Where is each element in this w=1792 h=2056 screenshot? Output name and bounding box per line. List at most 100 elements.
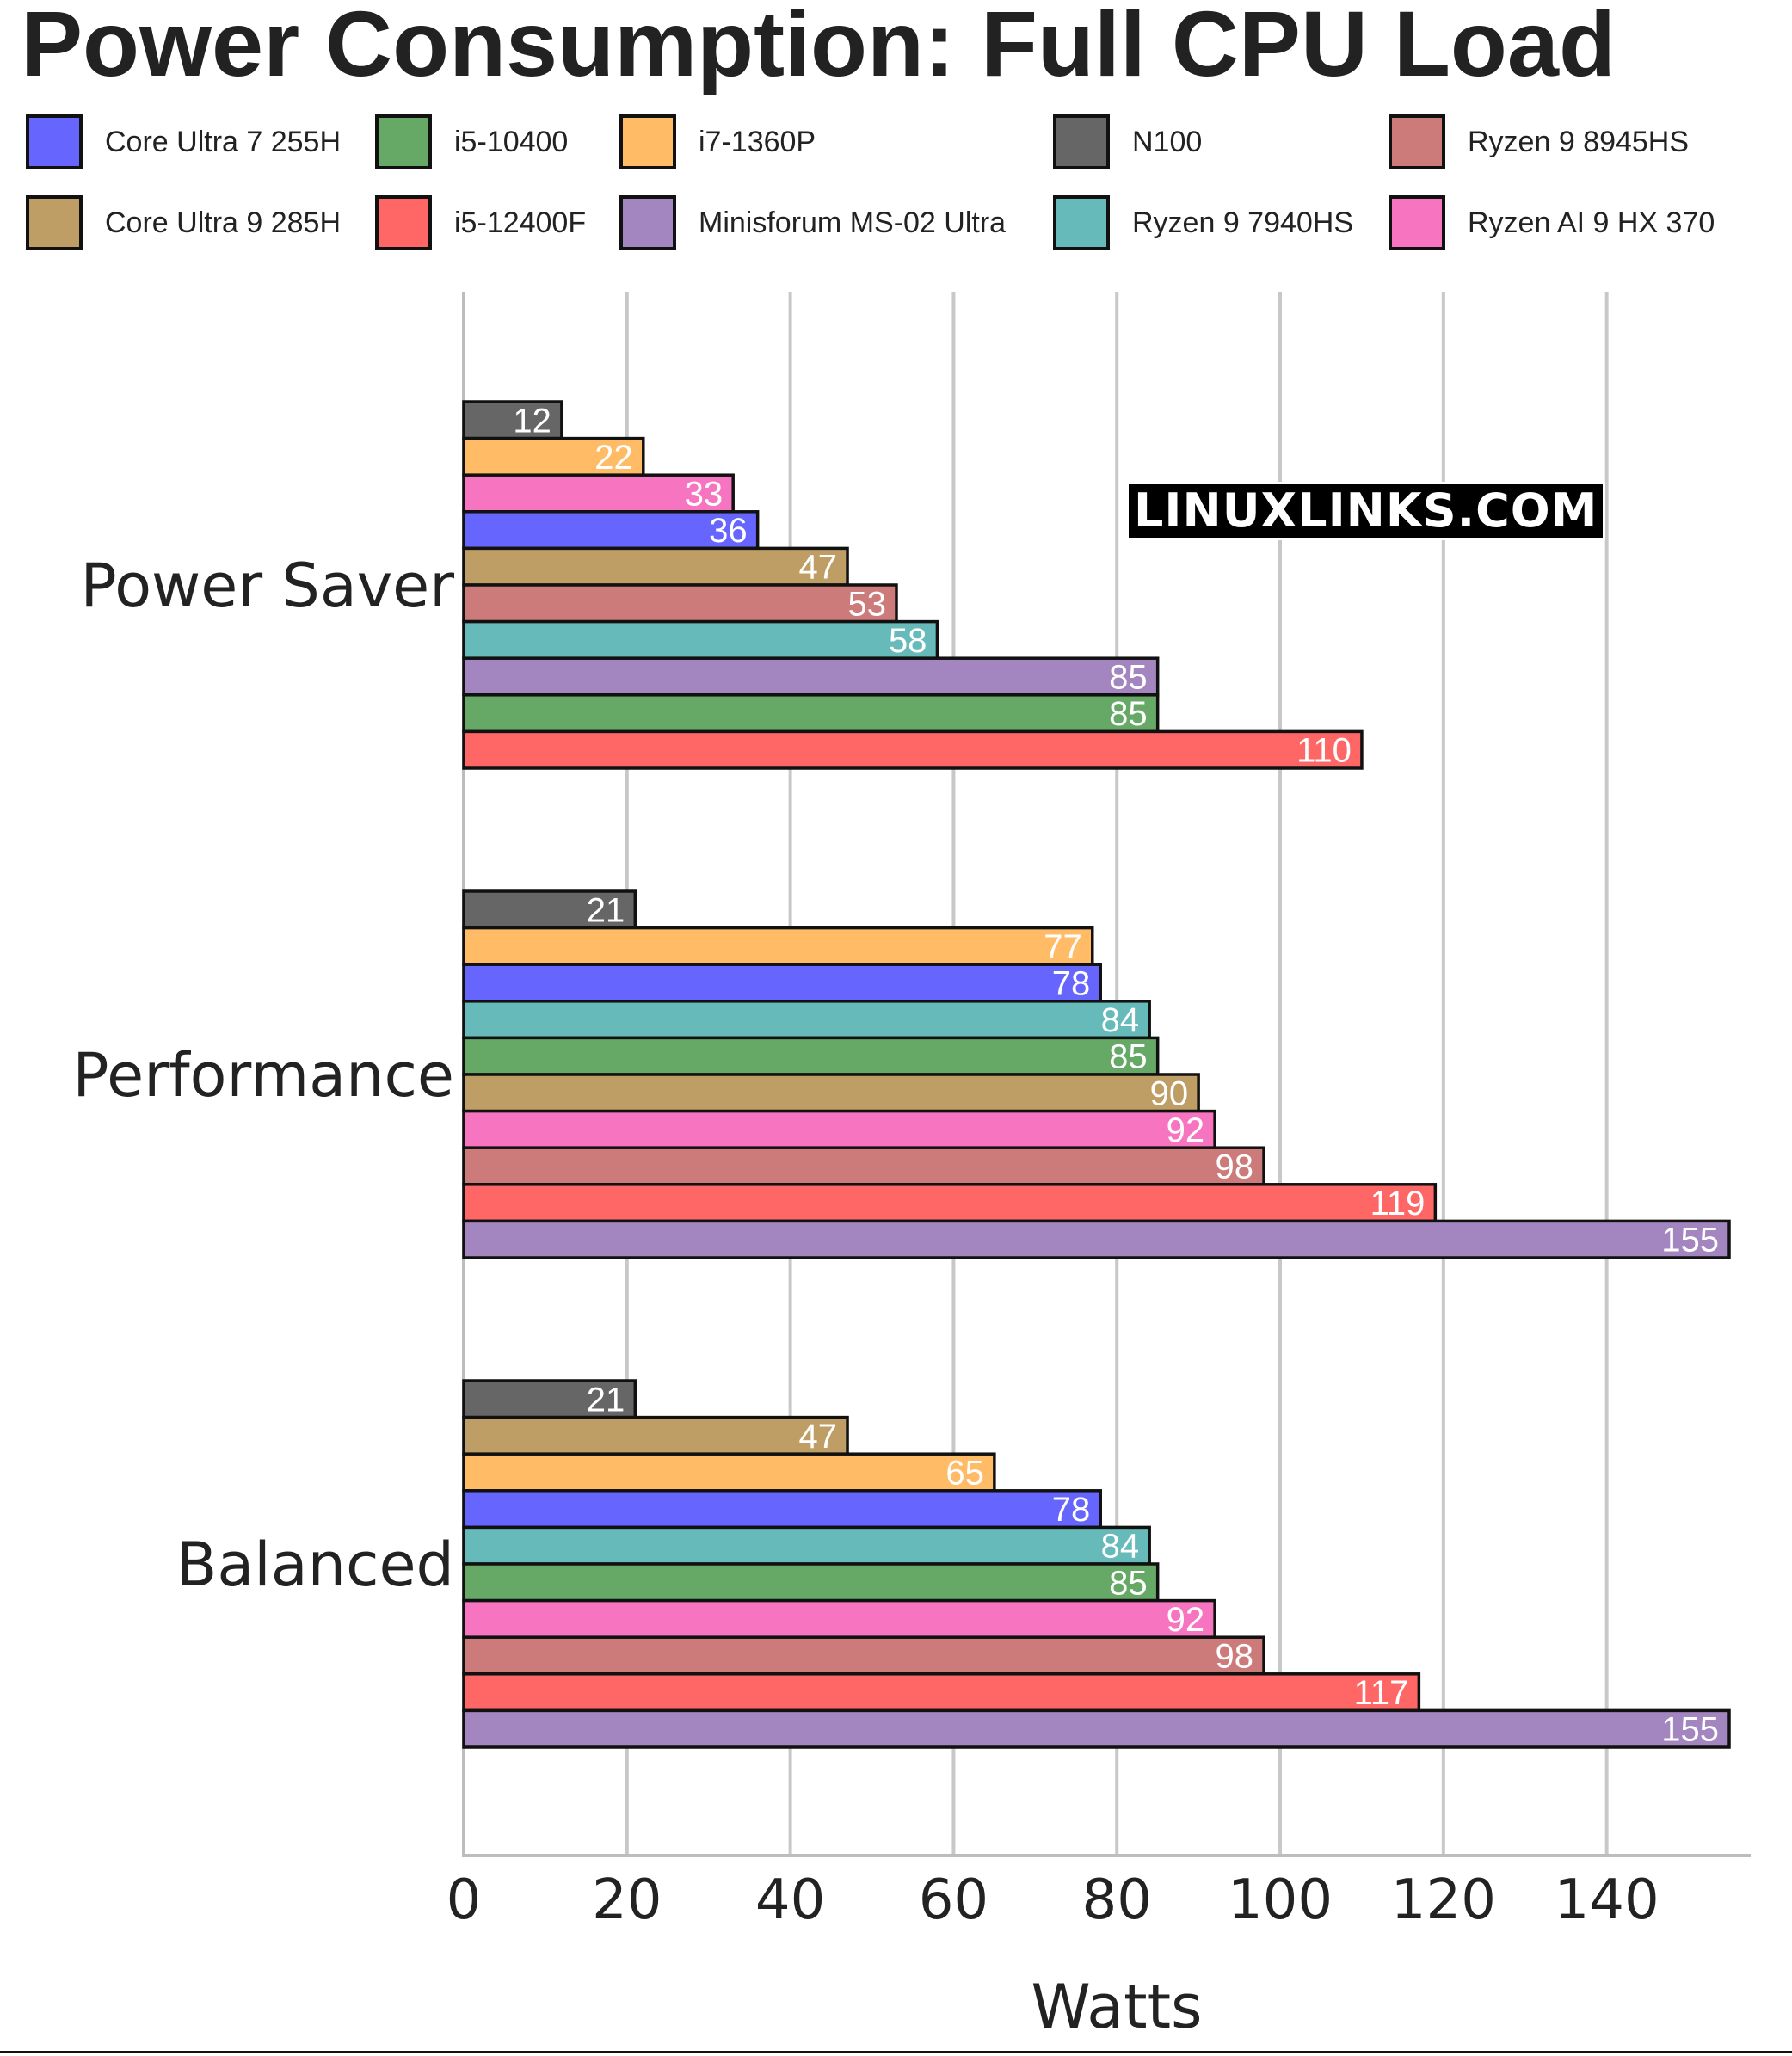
bar-value-label: 110	[1296, 732, 1352, 770]
x-tick-label: 100	[1228, 1868, 1333, 1932]
category-label-balanced: Balanced	[176, 1530, 454, 1600]
bar-balanced-ryzen-9-8945hs	[462, 1635, 1265, 1676]
bar-value-label: 85	[1109, 1038, 1148, 1076]
x-tick-label: 0	[446, 1868, 482, 1932]
bar-power-saver-i5-10400	[462, 693, 1160, 734]
bar-power-saver-i5-12400f	[462, 729, 1364, 770]
bar-value-label: 98	[1216, 1148, 1254, 1186]
bar-power-saver-ryzen-9-7940hs	[462, 619, 939, 660]
legend-item-ryzen-ai-9-hx-370: Ryzen AI 9 HX 370	[1389, 194, 1715, 251]
legend-swatch	[1053, 195, 1110, 250]
bar-balanced-ryzen-9-7940hs	[462, 1525, 1151, 1566]
watermark: LINUXLINKS.COM	[1126, 482, 1606, 540]
legend-label: Core Ultra 9 285H	[105, 206, 342, 239]
bar-power-saver-n100	[462, 400, 563, 440]
bar-value-label: 22	[594, 439, 633, 477]
x-tick-label: 140	[1555, 1868, 1660, 1932]
legend-swatch	[1389, 195, 1445, 250]
bar-value-label: 21	[587, 891, 625, 929]
bar-performance-i7-1360p	[462, 926, 1094, 966]
bar-performance-ryzen-9-8945hs	[462, 1146, 1265, 1186]
legend-swatch	[619, 114, 676, 169]
bar-value-label: 117	[1354, 1674, 1409, 1712]
legend-swatch	[26, 195, 83, 250]
legend-item-i5-12400f: i5-12400F	[375, 194, 586, 251]
bar-value-label: 33	[685, 476, 724, 514]
legend-label: Ryzen 9 8945HS	[1468, 125, 1690, 158]
bar-balanced-core-ultra-9-285h	[462, 1415, 849, 1456]
legend-item-ryzen-9-7940hs: Ryzen 9 7940HS	[1053, 194, 1353, 251]
legend-label: i7-1360P	[699, 125, 816, 158]
bar-balanced-i7-1360p	[462, 1452, 996, 1493]
legend-label: Core Ultra 7 255H	[105, 125, 342, 158]
bar-balanced-i5-12400f	[462, 1672, 1421, 1713]
bar-value-label: 90	[1150, 1074, 1189, 1112]
bar-value-label: 92	[1167, 1111, 1205, 1149]
legend-swatch	[619, 195, 676, 250]
bar-performance-ryzen-9-7940hs	[462, 1000, 1151, 1040]
bar-power-saver-core-ultra-7-255h	[462, 510, 760, 551]
bar-value-label: 47	[799, 1418, 838, 1456]
bar-value-label: 47	[799, 549, 838, 587]
bar-power-saver-core-ultra-9-285h	[462, 546, 849, 587]
bar-power-saver-ryzen-9-8945hs	[462, 583, 898, 624]
bar-value-label: 12	[513, 402, 551, 440]
bar-performance-i5-10400	[462, 1036, 1160, 1076]
bar-performance-i5-12400f	[462, 1183, 1438, 1223]
bar-value-label: 85	[1109, 659, 1148, 697]
x-tick-label: 80	[1082, 1868, 1152, 1932]
legend-label: i5-12400F	[454, 206, 587, 239]
bar-value-label: 53	[847, 585, 886, 623]
bar-value-label: 85	[1109, 1564, 1148, 1602]
legend-swatch	[1053, 114, 1110, 169]
legend-item-i5-10400: i5-10400	[375, 114, 568, 170]
legend-swatch	[375, 195, 432, 250]
x-tick-label: 20	[592, 1868, 662, 1932]
bar-value-label: 78	[1052, 1491, 1091, 1529]
bar-value-label: 58	[889, 622, 927, 660]
bar-value-label: 85	[1109, 695, 1148, 733]
legend-label: Minisforum MS-02 Ultra	[699, 206, 1007, 239]
category-label-performance: Performance	[72, 1040, 454, 1111]
bar-value-label: 98	[1216, 1638, 1254, 1676]
bar-value-label: 21	[587, 1381, 625, 1419]
bar-performance-n100	[462, 889, 637, 930]
bar-value-label: 84	[1101, 1528, 1140, 1566]
bar-value-label: 77	[1044, 928, 1082, 966]
bar-value-label: 92	[1167, 1601, 1205, 1639]
legend-item-minisforum-ms-02-ultra: Minisforum MS-02 Ultra	[619, 194, 1006, 251]
bar-value-label: 65	[945, 1455, 984, 1493]
legend-swatch	[1389, 114, 1445, 169]
legend-swatch	[375, 114, 432, 169]
bar-balanced-core-ultra-7-255h	[462, 1489, 1102, 1530]
bar-performance-core-ultra-7-255h	[462, 963, 1102, 1003]
x-axis-title: Watts	[1031, 1972, 1203, 2042]
legend-label: Ryzen 9 7940HS	[1132, 206, 1354, 239]
x-tick-label: 60	[919, 1868, 988, 1932]
bar-power-saver-minisforum-ms-02-ultra	[462, 656, 1160, 697]
legend: Core Ultra 7 255H i5-10400 i7-1360P N100 Ryz…	[0, 0, 1792, 258]
bar-performance-ryzen-ai-9-hx-370	[462, 1109, 1216, 1149]
bar-balanced-i5-10400	[462, 1562, 1160, 1603]
bar-value-label: 78	[1052, 965, 1091, 1003]
bar-power-saver-i7-1360p	[462, 436, 645, 477]
legend-item-ryzen-9-8945hs: Ryzen 9 8945HS	[1389, 114, 1689, 170]
x-tick-label: 120	[1391, 1868, 1496, 1932]
bar-value-label: 155	[1661, 1222, 1719, 1259]
bar-value-label: 155	[1661, 1711, 1719, 1749]
bar-value-label: 36	[709, 512, 748, 550]
bar-balanced-minisforum-ms-02-ultra	[462, 1708, 1731, 1749]
legend-item-i7-1360p: i7-1360P	[619, 114, 816, 170]
bar-balanced-n100	[462, 1379, 637, 1419]
bar-value-label: 84	[1101, 1001, 1140, 1039]
bottom-border	[0, 2051, 1792, 2053]
legend-label: i5-10400	[454, 125, 569, 158]
category-label-power-saver: Power Saver	[81, 551, 455, 621]
legend-swatch	[26, 114, 83, 169]
chart-title: Power Consumption: Full CPU Load	[21, 0, 1616, 95]
legend-label: N100	[1132, 125, 1203, 158]
bar-performance-core-ultra-9-285h	[462, 1073, 1200, 1113]
legend-item-core-ultra-9-285h: Core Ultra 9 285H	[26, 194, 341, 251]
x-tick-label: 40	[755, 1868, 825, 1932]
